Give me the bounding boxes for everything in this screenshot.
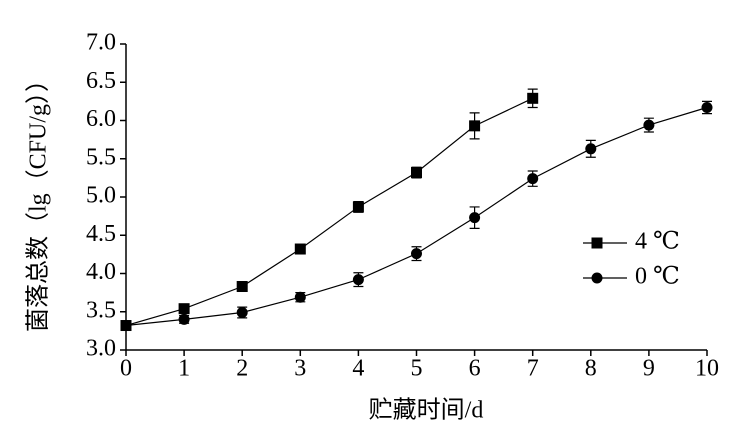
data-point [120, 320, 132, 332]
x-tick-label: 9 [643, 356, 655, 382]
y-tick-label: 4.0 [86, 259, 116, 285]
data-point [411, 248, 422, 260]
data-point [236, 281, 248, 293]
data-point [643, 119, 655, 131]
x-tick-label: 7 [527, 356, 539, 382]
x-tick-label: 4 [352, 356, 364, 382]
y-tick-label: 7.0 [86, 30, 116, 56]
data-point [469, 120, 481, 132]
x-tick-label: 0 [120, 356, 132, 382]
x-tick-label: 1 [178, 356, 190, 382]
data-point [411, 167, 422, 179]
x-tick-label: 8 [585, 356, 597, 382]
y-tick-label: 5.5 [86, 144, 116, 170]
y-tick-label: 3.0 [86, 336, 116, 362]
data-point [701, 101, 713, 113]
data-point [352, 201, 364, 213]
legend-marker [591, 272, 603, 284]
y-axis-label: 菌落总数（lg（CFU/g）） [25, 68, 52, 332]
y-tick-label: 4.5 [86, 221, 116, 247]
x-tick-label: 5 [411, 356, 423, 382]
x-axis-label: 贮藏时间/d [369, 397, 484, 424]
data-point [527, 173, 539, 185]
data-point [585, 143, 597, 155]
x-tick-label: 3 [294, 356, 306, 382]
y-tick-label: 6.5 [86, 68, 116, 94]
y-tick-label: 3.5 [86, 297, 116, 323]
data-point [352, 274, 364, 286]
legend-marker [591, 237, 603, 249]
data-point [469, 212, 481, 224]
x-tick-label: 2 [236, 356, 248, 382]
series-line [125, 97, 533, 327]
legend-label: 4 ℃ [635, 229, 680, 255]
data-point [294, 291, 306, 303]
x-tick-label: 6 [469, 356, 481, 382]
y-tick-label: 5.0 [86, 183, 116, 209]
x-tick-label: 10 [695, 356, 719, 382]
data-point [294, 243, 306, 255]
series-line [125, 106, 708, 327]
legend-label: 0 ℃ [635, 264, 680, 290]
data-point [527, 92, 539, 104]
y-tick-label: 6.0 [86, 106, 116, 132]
data-point [178, 313, 190, 325]
data-point [178, 303, 190, 315]
data-point [236, 307, 248, 319]
